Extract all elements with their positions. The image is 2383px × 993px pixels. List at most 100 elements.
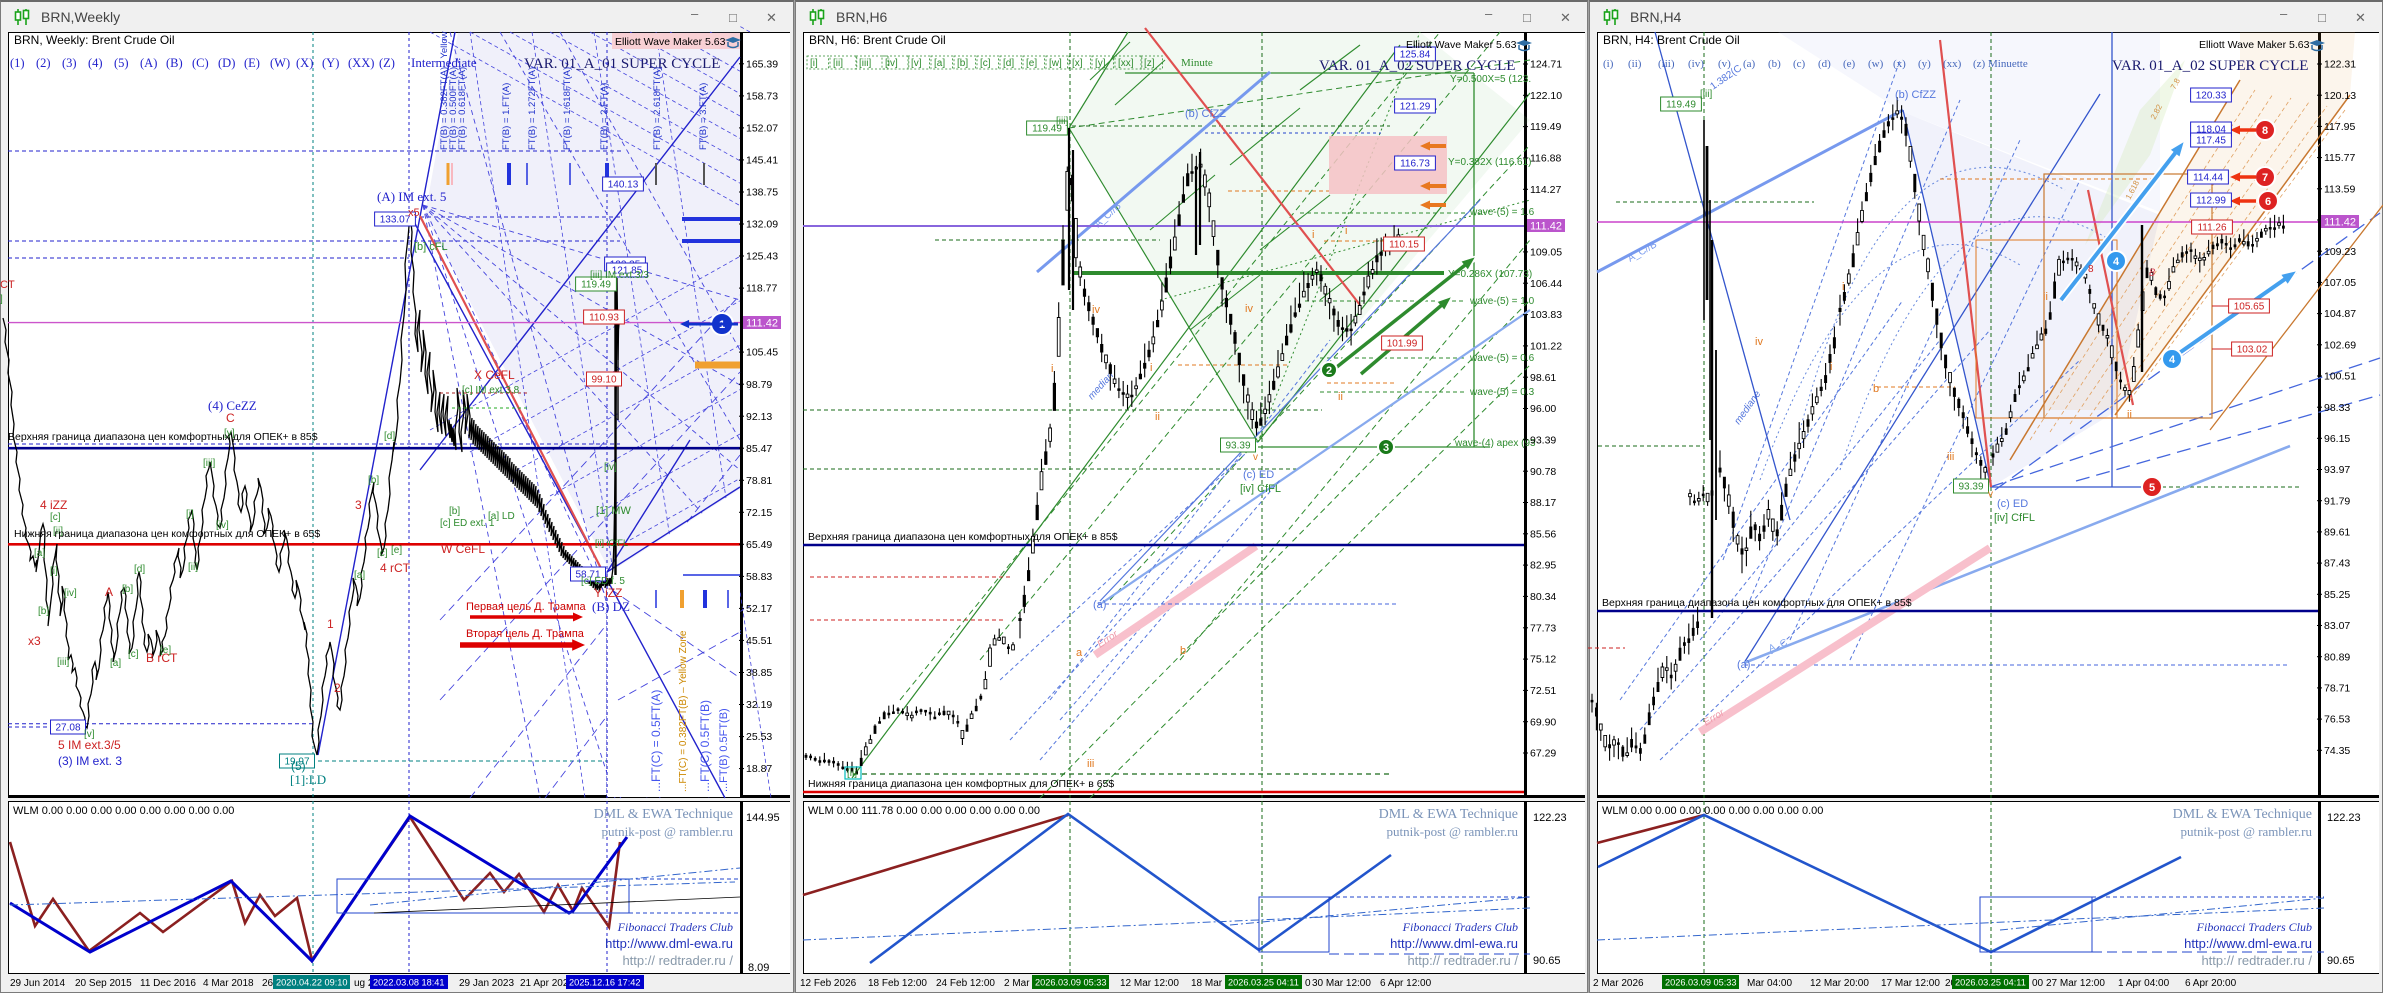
svg-text:[iv]: [iv] (604, 462, 617, 473)
svg-text:WLM 0.00 111.78 0.00 0.00 0.00: WLM 0.00 111.78 0.00 0.00 0.00 0.00 0.00… (808, 805, 1040, 817)
svg-text:[b]: [b] (38, 606, 49, 617)
svg-text:[x]: [x] (1072, 58, 1083, 69)
svg-text:107.05: 107.05 (2324, 277, 2356, 289)
svg-text:Первая цель Д. Трампа: Первая цель Д. Трампа (466, 601, 587, 613)
svg-text:111.42: 111.42 (2324, 217, 2356, 229)
svg-text:4 iZZ: 4 iZZ (40, 498, 67, 512)
svg-text:b: b (1873, 383, 1879, 395)
svg-text:121.29: 121.29 (1400, 102, 1431, 113)
svg-text:110.93: 110.93 (589, 313, 619, 324)
svg-text:58.83: 58.83 (746, 571, 772, 583)
svg-text:116.73: 116.73 (1400, 159, 1430, 170)
svg-text:122.23: 122.23 (1533, 812, 1567, 824)
svg-text:ii: ii (2127, 409, 2132, 421)
svg-text:(XX): (XX) (348, 56, 374, 70)
svg-text:85.47: 85.47 (746, 443, 772, 455)
svg-text:(v): (v) (1718, 58, 1731, 70)
svg-text:2026.03.09 05:33: 2026.03.09 05:33 (1035, 978, 1107, 988)
svg-text:[1] MW: [1] MW (596, 505, 631, 517)
svg-text:138.75: 138.75 (746, 187, 778, 199)
svg-text:[b]: [b] (449, 506, 460, 517)
svg-text:145.41: 145.41 (746, 155, 778, 167)
svg-text:119.49: 119.49 (1666, 100, 1696, 111)
svg-text:32.19: 32.19 (746, 699, 772, 711)
svg-text:(3) IM ext. 3: (3) IM ext. 3 (58, 754, 122, 768)
svg-text:[z]: [z] (1144, 58, 1155, 69)
svg-text:(2): (2) (36, 56, 51, 70)
svg-text:FT(B) = 1.618FT(A): FT(B) = 1.618FT(A) (562, 67, 573, 150)
svg-text:Intermediate: Intermediate (411, 55, 477, 70)
svg-text:(z): (z) (1973, 58, 1986, 70)
svg-text:(A): (A) (140, 56, 157, 70)
svg-text:18 Feb 12:00: 18 Feb 12:00 (868, 978, 927, 989)
svg-text:140.13: 140.13 (608, 180, 639, 191)
svg-text:85.56: 85.56 (1530, 528, 1556, 540)
svg-text:(D): (D) (218, 56, 235, 70)
svg-text:116.88: 116.88 (1530, 153, 1561, 165)
svg-text:8.09: 8.09 (748, 962, 769, 974)
svg-text:120.33: 120.33 (2196, 91, 2227, 102)
svg-text:[y]: [y] (1095, 58, 1106, 69)
svg-text:FT(B) = 1.FT(A): FT(B) = 1.FT(A) (501, 83, 512, 150)
svg-text:[i]: [i] (50, 566, 58, 577)
svg-text:[a]: [a] (34, 548, 45, 559)
svg-text:103.83: 103.83 (1530, 309, 1562, 321)
svg-text:(B) DZ: (B) DZ (592, 599, 630, 614)
svg-text:(y): (y) (1918, 58, 1931, 70)
svg-text:118.04: 118.04 (2196, 125, 2226, 136)
svg-text:W CeFL: W CeFL (441, 542, 485, 556)
svg-text:117.95: 117.95 (2324, 121, 2355, 133)
svg-text:...FT(C) = 0.5FT(A): ...FT(C) = 0.5FT(A) (649, 690, 663, 792)
svg-text:[c] ED ext. 1: [c] ED ext. 1 (440, 518, 495, 529)
svg-text:(B): (B) (166, 56, 183, 70)
svg-text:[i]: [i] (186, 509, 194, 520)
svg-text:69.90: 69.90 (1530, 716, 1556, 728)
svg-text:i: i (1345, 225, 1347, 237)
svg-text:98.33: 98.33 (2324, 402, 2350, 414)
svg-text:[d]: [d] (1003, 58, 1014, 69)
svg-text:[ii]: [ii] (833, 58, 843, 69)
svg-text:[b]: [b] (957, 58, 968, 69)
svg-text:[e]: [e] (391, 545, 402, 556)
svg-text:(ii): (ii) (1628, 58, 1642, 70)
svg-text:114.27: 114.27 (1530, 184, 1561, 196)
svg-text:111.42: 111.42 (1530, 221, 1562, 233)
svg-text:8: 8 (2088, 264, 2094, 275)
svg-text:38.85: 38.85 (746, 667, 772, 679)
svg-text:v: v (1253, 452, 1258, 463)
svg-text:125.84: 125.84 (1400, 50, 1431, 61)
svg-text:144.95: 144.95 (746, 812, 780, 824)
svg-text:http://www.dml-ewa.ru: http://www.dml-ewa.ru (2184, 936, 2312, 951)
svg-text:27 Mar 12:00: 27 Mar 12:00 (2046, 978, 2105, 989)
svg-text:118.77: 118.77 (746, 283, 777, 295)
svg-text:FT(B) = 2.FT(A): FT(B) = 2.FT(A) (599, 83, 610, 150)
svg-text:19.97: 19.97 (284, 757, 309, 768)
svg-text:90.65: 90.65 (2327, 955, 2355, 967)
svg-text:76.53: 76.53 (2324, 714, 2350, 726)
svg-text:7: 7 (2262, 172, 2268, 184)
svg-text:11 Dec 2016: 11 Dec 2016 (140, 978, 196, 989)
svg-text:93.39: 93.39 (1225, 441, 1250, 452)
svg-text:VAR. 01_A_01 SUPER CYCLE: VAR. 01_A_01 SUPER CYCLE (524, 56, 720, 72)
svg-text:(b): (b) (1768, 58, 1781, 70)
svg-text:18.87: 18.87 (746, 763, 772, 775)
svg-text:77.73: 77.73 (1530, 622, 1556, 634)
svg-text:(c) ED: (c) ED (1243, 469, 1274, 481)
svg-text:putnik-post @ rambler.ru: putnik-post @ rambler.ru (602, 824, 734, 839)
svg-text:67.29: 67.29 (1530, 748, 1556, 760)
svg-text:111.42: 111.42 (746, 318, 778, 330)
svg-text:5 IM ext.3/5: 5 IM ext.3/5 (58, 738, 121, 752)
svg-text:5: 5 (2149, 482, 2155, 494)
svg-text:WLM 0.00 0.00 0.00 0.00 0.00 0: WLM 0.00 0.00 0.00 0.00 0.00 0.00 0.00 0… (13, 805, 234, 817)
svg-text:[1]:LD: [1]:LD (290, 772, 326, 787)
svg-text:8: 8 (2262, 125, 2268, 137)
svg-text:(i): (i) (1603, 58, 1614, 70)
svg-text:FT(B) = 3.FT(A): FT(B) = 3.FT(A) (698, 83, 709, 150)
svg-text:http:// redtrader.ru /: http:// redtrader.ru / (622, 953, 733, 968)
svg-text:105.65: 105.65 (2234, 302, 2265, 313)
svg-text:v: v (1988, 489, 1993, 500)
svg-text:(C): (C) (192, 56, 209, 70)
svg-text:[v]: [v] (84, 729, 95, 740)
svg-text:ii: ii (1155, 411, 1160, 423)
svg-text:wave-(5) = 1.0: wave-(5) = 1.0 (1469, 296, 1535, 307)
